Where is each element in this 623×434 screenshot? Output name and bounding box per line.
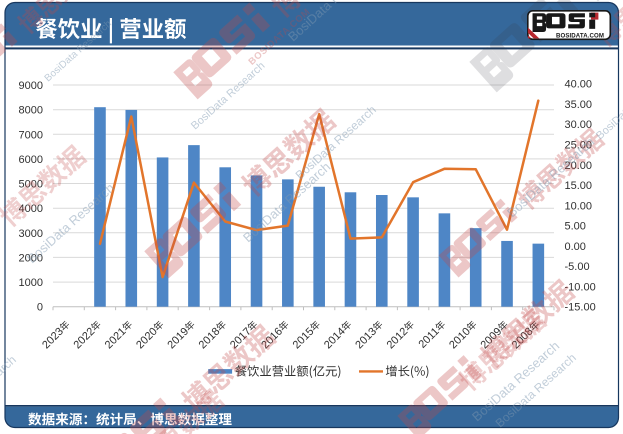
svg-text:2015: 2015	[291, 326, 317, 352]
svg-text:7000: 7000	[19, 129, 43, 141]
svg-text:9000: 9000	[19, 80, 43, 92]
svg-text:10.00: 10.00	[565, 200, 593, 212]
svg-text:30.00: 30.00	[565, 119, 593, 131]
svg-text:0: 0	[37, 302, 43, 314]
svg-text:-10.00: -10.00	[565, 281, 596, 293]
svg-text:2011: 2011	[416, 326, 441, 351]
svg-text:2012: 2012	[385, 326, 411, 352]
svg-text:2000: 2000	[19, 252, 43, 264]
svg-text:2019: 2019	[165, 326, 191, 352]
svg-text:15.00: 15.00	[565, 180, 593, 192]
svg-text:2022: 2022	[71, 326, 97, 352]
svg-text:2020: 2020	[134, 326, 160, 352]
svg-text:4000: 4000	[19, 203, 43, 215]
svg-text:40.00: 40.00	[565, 79, 593, 91]
svg-text:6000: 6000	[19, 154, 43, 166]
svg-text:25.00: 25.00	[565, 140, 593, 152]
svg-text:2014: 2014	[322, 326, 348, 352]
svg-text:2018: 2018	[197, 326, 223, 352]
svg-text:BOSIDATA.COM: BOSIDATA.COM	[556, 33, 604, 40]
svg-text:8000: 8000	[19, 105, 43, 117]
svg-text:5000: 5000	[19, 179, 43, 191]
svg-text:20.00: 20.00	[565, 160, 593, 172]
svg-text:-15.00: -15.00	[565, 302, 596, 314]
svg-text:2021: 2021	[103, 326, 129, 352]
svg-text:2013: 2013	[353, 326, 379, 352]
svg-text:35.00: 35.00	[565, 99, 593, 111]
svg-text:1000: 1000	[19, 277, 43, 289]
svg-text:5.00: 5.00	[565, 221, 586, 233]
svg-text:-5.00: -5.00	[565, 261, 590, 273]
svg-text:2010: 2010	[447, 326, 473, 352]
svg-text:3000: 3000	[19, 228, 43, 240]
svg-text:0.00: 0.00	[565, 241, 586, 253]
svg-text:2023: 2023	[40, 326, 66, 352]
